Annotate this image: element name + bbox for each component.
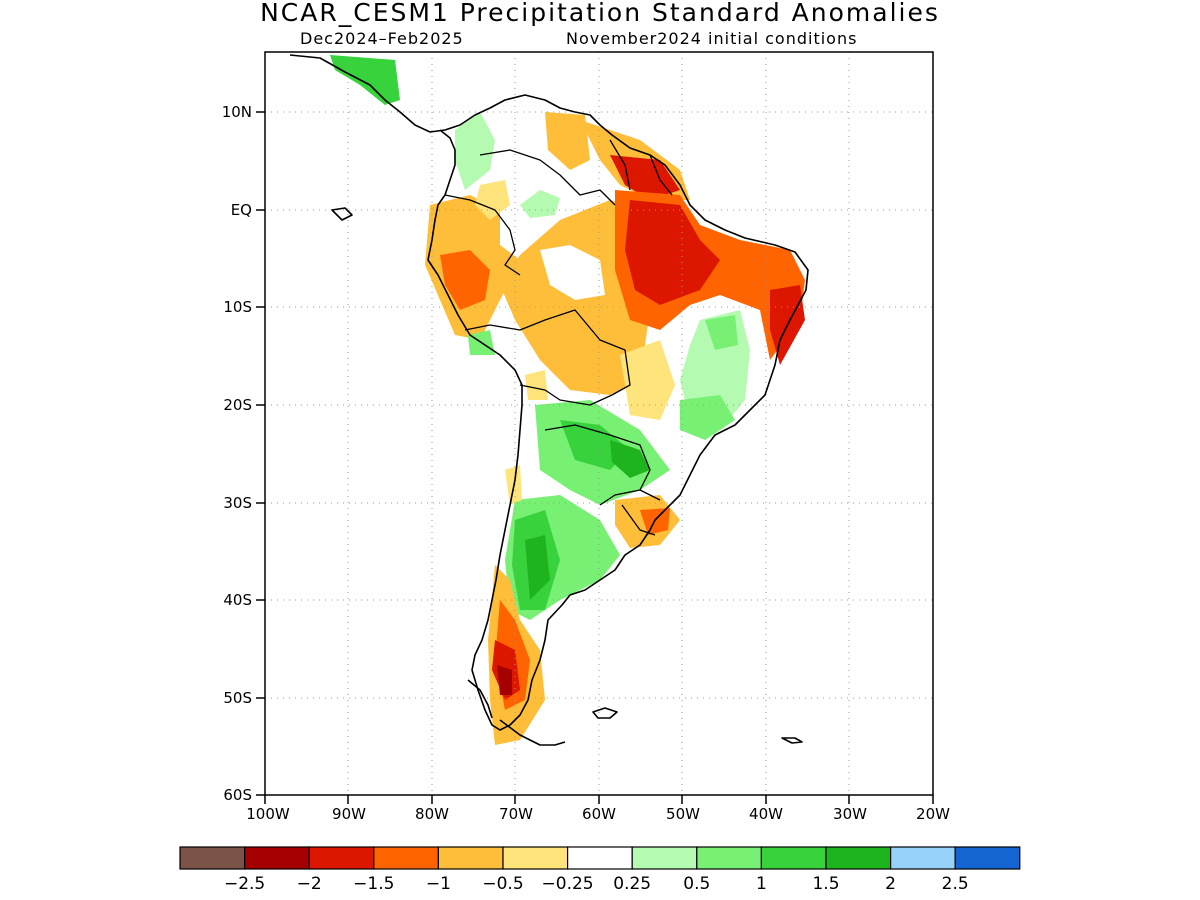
lon-label-90w: 90W	[332, 805, 366, 823]
lat-label-10n: 10N	[222, 103, 252, 121]
colorbar-swatch	[373, 846, 439, 870]
forecast-period: Dec2024–Feb2025	[300, 29, 464, 48]
lon-label-100w: 100W	[246, 805, 290, 823]
colorbar-label: 2.5	[942, 874, 969, 894]
anomaly-field	[330, 55, 805, 745]
colorbar-swatch	[696, 846, 762, 870]
colorbar-label: −1	[426, 874, 451, 894]
colorbar-swatch	[889, 846, 956, 870]
colorbar-swatch	[825, 846, 892, 870]
lon-label-60w: 60W	[582, 805, 616, 823]
colorbar-swatch	[179, 846, 246, 870]
latitude-axis: 10N EQ 10S 20S 30S 40S 50S 60S	[222, 103, 265, 804]
colorbar-swatch	[566, 846, 633, 870]
colorbar-label: 0.5	[683, 874, 710, 894]
colorbar-label: 1	[756, 874, 767, 894]
colorbar-label: 1.5	[812, 874, 839, 894]
lon-label-40w: 40W	[749, 805, 783, 823]
colorbar-label: −0.5	[482, 874, 523, 894]
lat-label-40s: 40S	[223, 591, 252, 609]
lon-label-20w: 20W	[916, 805, 950, 823]
lon-label-80w: 80W	[415, 805, 449, 823]
colorbar-label: 0.25	[613, 874, 651, 894]
colorbar-swatch	[308, 846, 375, 870]
lat-label-eq: EQ	[231, 201, 252, 219]
map-title: NCAR_CESM1 Precipitation Standard Anomal…	[260, 0, 940, 27]
colorbar-swatch	[954, 846, 1021, 870]
coastlines	[289, 54, 809, 746]
country-borders	[444, 139, 673, 536]
colorbar-label: −0.25	[542, 874, 594, 894]
colorbar-label: −1.5	[353, 874, 394, 894]
lon-label-50w: 50W	[666, 805, 700, 823]
colorbar: −2.5 −2 −1.5 −1 −0.5 −0.25 0.25 0.5 1 1.5 2 2.5	[179, 846, 1021, 894]
longitude-axis: 100W 90W 80W 70W 60W 50W 40W 30W 20W	[246, 795, 950, 823]
lat-label-30s: 30S	[223, 494, 252, 512]
colorbar-swatch	[760, 846, 827, 870]
lat-label-20s: 20S	[223, 396, 252, 414]
colorbar-swatch	[631, 846, 698, 870]
colorbar-swatch	[502, 846, 569, 870]
colorbar-label: 2	[885, 874, 896, 894]
colorbar-swatch	[244, 846, 310, 870]
lon-label-70w: 70W	[499, 805, 533, 823]
lon-label-30w: 30W	[833, 805, 867, 823]
lat-label-50s: 50S	[223, 689, 252, 707]
colorbar-swatch	[437, 846, 504, 870]
initial-conditions-label: November2024 initial conditions	[566, 29, 858, 48]
lat-label-60s: 60S	[223, 786, 252, 804]
lat-label-10s: 10S	[223, 298, 252, 316]
colorbar-label: −2.5	[224, 874, 265, 894]
colorbar-label: −2	[297, 874, 322, 894]
